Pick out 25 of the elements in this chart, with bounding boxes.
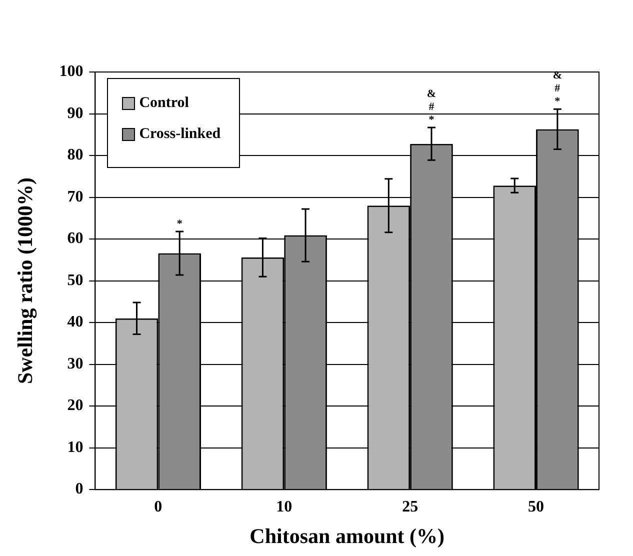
y-tick-label: 30: [67, 355, 84, 372]
y-tick-label: 0: [75, 480, 84, 498]
x-tick-label: 50: [528, 498, 544, 516]
x-axis-title: Chitosan amount (%): [250, 524, 445, 548]
y-axis-title: Swelling ratio (1000%): [13, 178, 38, 384]
annotation: #: [428, 100, 435, 113]
y-tick-label: 90: [67, 104, 84, 122]
y-tick-label: 50: [67, 272, 84, 289]
y-tick-label: 100: [59, 63, 84, 80]
y-tick-label: 70: [67, 188, 84, 206]
x-tick-label: 0: [154, 498, 162, 516]
x-tick-label: 25: [402, 498, 418, 516]
y-tick-label: 80: [67, 146, 84, 164]
legend-label: Control: [139, 95, 189, 112]
y-tick-label: 60: [67, 230, 84, 248]
annotation: #: [554, 82, 561, 95]
annotation: *: [554, 96, 561, 108]
y-tick-label: 40: [67, 314, 84, 331]
y-tick-label: 20: [67, 397, 84, 414]
annotation: *: [176, 218, 183, 230]
annotation: *: [428, 114, 435, 126]
x-tick-label: 10: [276, 498, 292, 516]
y-tick-label: 10: [67, 438, 84, 456]
legend-label: Cross-linked: [139, 126, 221, 143]
annotation: &: [426, 88, 436, 100]
